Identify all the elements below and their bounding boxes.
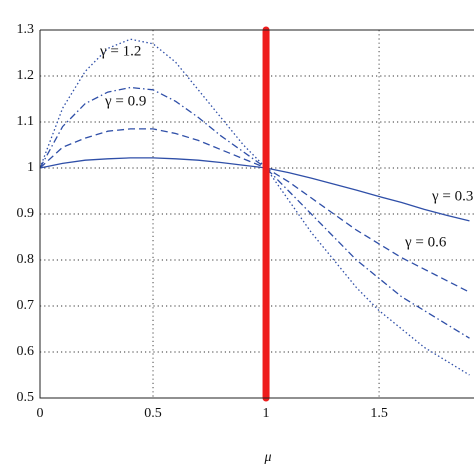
y-tick-label: 0.5 <box>17 390 35 405</box>
y-tick-label: 1 <box>27 160 34 175</box>
x-tick-label: 1.5 <box>370 406 388 421</box>
grid <box>39 29 474 399</box>
plot-marks <box>39 26 470 402</box>
x-tick-label: 1 <box>263 406 270 421</box>
series-label: γ = 1.2 <box>99 43 141 59</box>
axis-frame <box>39 29 474 399</box>
x-tick-label: 0 <box>37 406 44 421</box>
series-line <box>39 38 470 376</box>
x-axis-label: μ <box>263 450 271 465</box>
y-tick-label: 0.7 <box>17 298 35 313</box>
series-label: γ = 0.9 <box>104 93 146 109</box>
series-label: γ = 0.3 <box>431 188 473 204</box>
x-tick-label: 0.5 <box>144 406 162 421</box>
y-tick-label: 1.3 <box>17 22 35 37</box>
series-line <box>39 128 470 293</box>
series-label: γ = 0.6 <box>404 234 447 250</box>
series-line <box>39 86 470 339</box>
y-tick-label: 0.9 <box>17 206 35 221</box>
y-tick-label: 1.2 <box>17 68 35 83</box>
y-tick-label: 0.6 <box>17 344 35 359</box>
series-line <box>39 157 470 222</box>
y-tick-label: 1.1 <box>17 114 35 129</box>
y-tick-label: 0.8 <box>17 252 35 267</box>
